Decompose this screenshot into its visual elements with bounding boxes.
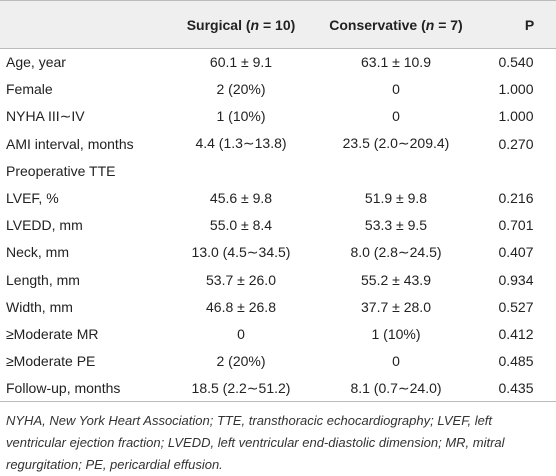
header-italic: n	[425, 16, 435, 33]
cell: 18.5 (2.2∼51.2)	[191, 379, 291, 396]
row-label: Preoperative TTE	[6, 162, 116, 179]
table-row: LVEDD, mm 55.0 ± 8.4 53.3 ± 9.5 0.701	[0, 212, 556, 239]
table-row: Neck, mm 13.0 (4.5∼34.5) 8.0 (2.8∼24.5) 0.4…	[0, 239, 556, 266]
cell: 8.1 (0.7∼24.0)	[350, 379, 442, 396]
cell	[316, 157, 476, 184]
cell: 0.485	[498, 353, 534, 370]
cell: 0.527	[498, 298, 534, 315]
header-cell	[0, 1, 166, 49]
cell: 8.0 (2.8∼24.5)	[350, 243, 442, 260]
header-text: = 10)	[259, 16, 296, 33]
cell: 51.9 ± 9.8	[364, 190, 428, 207]
table-row: LVEF, % 45.6 ± 9.8 51.9 ± 9.8 0.216	[0, 184, 556, 211]
header-cell: Conservative (n = 7)	[316, 1, 476, 49]
cell: 1.000	[498, 81, 534, 98]
cell: 37.7 ± 28.0	[361, 298, 431, 315]
row-label: Width, mm	[6, 298, 73, 315]
row-label: NYHA III∼IV	[6, 107, 85, 124]
row-label: ≥Moderate MR	[6, 325, 99, 342]
cell: 1.000	[498, 108, 534, 125]
cell: 0	[392, 353, 400, 370]
footnote: NYHA, New York Heart Association; TTE, t…	[6, 413, 505, 473]
table-row: Female 2 (20%) 0 1.000	[0, 76, 556, 103]
cell: 55.2 ± 43.9	[361, 271, 431, 288]
table-row: Age, year 60.1 ± 9.1 63.1 ± 10.9 0.540	[0, 49, 556, 76]
cell: 1 (10%)	[216, 108, 266, 125]
cell: 0.216	[498, 190, 534, 207]
header-italic: n	[250, 16, 260, 33]
header-cell: Surgical (n = 10)	[166, 1, 316, 49]
cell: 13.0 (4.5∼34.5)	[191, 243, 291, 260]
row-label: Length, mm	[6, 271, 80, 288]
cell: 2 (20%)	[216, 353, 266, 370]
cell: 46.8 ± 26.8	[206, 298, 276, 315]
row-label: Female	[6, 81, 53, 98]
header-text: P	[524, 16, 535, 33]
table-row: NYHA III∼IV 1 (10%) 0 1.000	[0, 103, 556, 130]
cell: 1 (10%)	[371, 325, 421, 342]
cell: 2 (20%)	[216, 81, 266, 98]
header-row: Surgical (n = 10) Conservative (n = 7) P	[0, 0, 556, 49]
cell: 0.701	[498, 217, 534, 234]
table-row: ≥Moderate PE 2 (20%) 0 0.485	[0, 348, 556, 375]
row-label: LVEF, %	[6, 190, 59, 207]
cell: 53.7 ± 26.0	[206, 271, 276, 288]
table-row: AMI interval, months 4.4 (1.3∼13.8) 23.5 (…	[0, 130, 556, 157]
row-label: LVEDD, mm	[6, 217, 83, 234]
table-row: ≥Moderate MR 0 1 (10%) 0.412	[0, 320, 556, 347]
cell: 0.270	[498, 135, 534, 152]
cell: 55.0 ± 8.4	[209, 217, 273, 234]
cell: 4.4 (1.3∼13.8)	[195, 135, 287, 152]
row-label: Age, year	[6, 54, 66, 71]
header-text: Conservative (	[329, 16, 426, 33]
table-row: Preoperative TTE	[0, 157, 556, 184]
header-cell: P	[476, 1, 556, 49]
cell: 0.407	[498, 244, 534, 261]
row-label: Neck, mm	[6, 244, 69, 261]
cell: 0	[392, 108, 400, 125]
cell: 63.1 ± 10.9	[361, 54, 431, 71]
cell: 60.1 ± 9.1	[209, 54, 273, 71]
cell: 0	[237, 325, 245, 342]
cell	[476, 157, 556, 184]
cell: 0.412	[498, 325, 534, 342]
cell: 0.435	[498, 380, 534, 397]
table-row: Width, mm 46.8 ± 26.8 37.7 ± 28.0 0.527	[0, 293, 556, 320]
header-text: Surgical (	[186, 16, 251, 33]
cell: 0	[392, 81, 400, 98]
table-body: Age, year 60.1 ± 9.1 63.1 ± 10.9 0.540 Femal…	[0, 49, 556, 402]
cell: 0.934	[498, 271, 534, 288]
cell: 53.3 ± 9.5	[364, 217, 428, 234]
table-row: Follow-up, months 18.5 (2.2∼51.2) 8.1 (0.7…	[0, 375, 556, 402]
cell	[166, 157, 316, 184]
header-text: = 7)	[434, 16, 463, 33]
row-label: AMI interval, months	[6, 135, 134, 152]
cell: 23.5 (2.0∼209.4)	[342, 135, 450, 152]
data-table: Surgical (n = 10) Conservative (n = 7) P A…	[0, 0, 556, 402]
row-label: ≥Moderate PE	[6, 353, 96, 370]
row-label: Follow-up, months	[6, 380, 121, 397]
table-row: Length, mm 53.7 ± 26.0 55.2 ± 43.9 0.934	[0, 266, 556, 293]
cell: 45.6 ± 9.8	[209, 190, 273, 207]
cell: 0.540	[498, 54, 534, 71]
